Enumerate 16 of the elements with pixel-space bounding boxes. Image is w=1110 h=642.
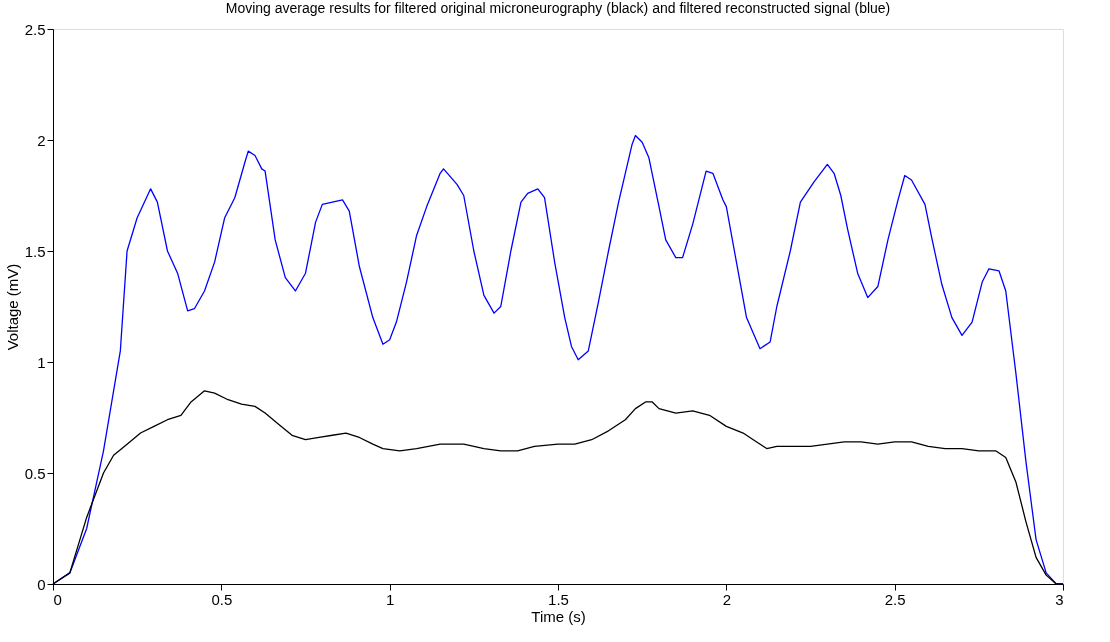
y-tick-label: 1.5 — [24, 242, 46, 260]
x-tick-label: 0.5 — [211, 590, 233, 608]
y-tick-label: 1 — [37, 353, 46, 371]
y-axis-title: Voltage (mV) — [3, 263, 21, 351]
x-tick-label: 1.5 — [548, 590, 569, 608]
y-tick-label: 0.5 — [24, 464, 46, 482]
x-tick-label: 0 — [53, 590, 62, 608]
x-axis-title: Time (s) — [531, 607, 586, 625]
y-tick-label: 0 — [37, 575, 46, 593]
y-tick-label: 2.5 — [24, 20, 46, 38]
y-tick-label: 2 — [37, 131, 46, 149]
x-tick-label: 3 — [1055, 590, 1064, 608]
chart-title: Moving average results for filtered original microneurography (black) and filtered reconstructed signal (blue) — [225, 0, 891, 16]
x-tick-label: 2.5 — [884, 590, 906, 608]
x-tick-label: 2 — [722, 590, 732, 608]
x-tick-label: 1 — [385, 590, 395, 608]
